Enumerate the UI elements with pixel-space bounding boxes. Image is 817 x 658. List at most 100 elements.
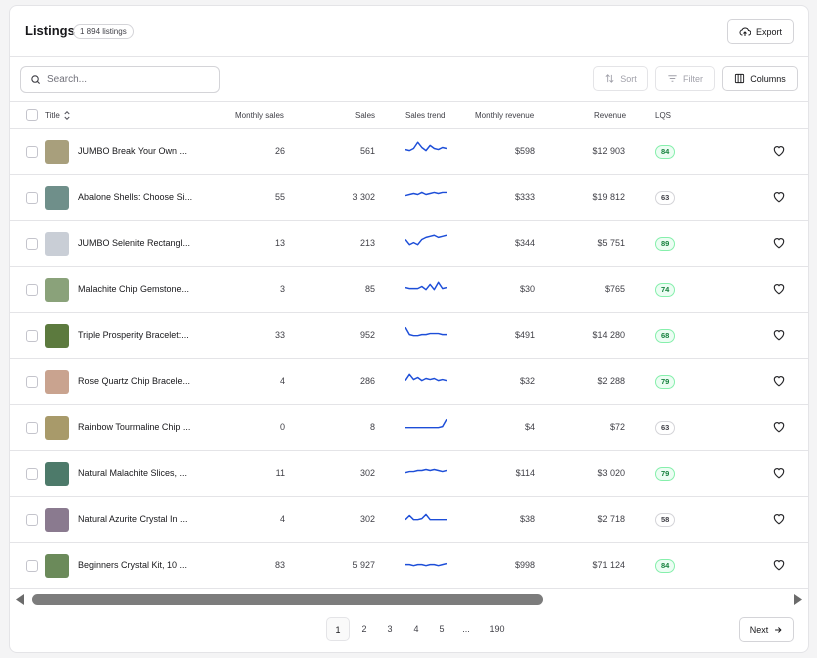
listing-title[interactable]: Natural Azurite Crystal In ... — [78, 514, 188, 524]
row-checkbox[interactable] — [26, 376, 38, 388]
heart-icon[interactable] — [772, 420, 786, 433]
listing-thumbnail[interactable] — [45, 370, 69, 394]
heart-icon[interactable] — [772, 282, 786, 295]
row-checkbox[interactable] — [26, 284, 38, 296]
table-row[interactable]: Abalone Shells: Choose Si... 55 3 302 $333 $… — [10, 175, 808, 221]
table-row[interactable]: Rose Quartz Chip Bracele... 4 286 $32 $2 288… — [10, 359, 808, 405]
listing-title[interactable]: Natural Malachite Slices, ... — [78, 468, 188, 478]
heart-icon[interactable] — [772, 190, 786, 203]
listing-title[interactable]: Malachite Chip Gemstone... — [78, 284, 190, 294]
table-header: Title Monthly sales Sales Sales trend Mo… — [10, 101, 808, 129]
heart-icon[interactable] — [772, 558, 786, 571]
listing-thumbnail[interactable] — [45, 278, 69, 302]
sales-trend-sparkline — [405, 513, 447, 521]
listing-title[interactable]: Rose Quartz Chip Bracele... — [78, 376, 191, 386]
monthly-revenue-value: $333 — [514, 192, 535, 202]
listing-title[interactable]: Beginners Crystal Kit, 10 ... — [78, 560, 188, 570]
revenue-value: $19 812 — [592, 192, 625, 202]
listing-thumbnail[interactable] — [45, 186, 69, 210]
search-box[interactable] — [20, 66, 220, 93]
table-row[interactable]: Beginners Crystal Kit, 10 ... 83 5 927 $998… — [10, 543, 808, 589]
arrow-right-icon — [775, 626, 782, 633]
listing-thumbnail[interactable] — [45, 462, 69, 486]
revenue-value: $2 288 — [597, 376, 625, 386]
column-monthly-sales[interactable]: Monthly sales — [235, 111, 284, 120]
page-190-button[interactable]: 190 — [489, 624, 505, 634]
table-row[interactable]: JUMBO Selenite Rectangl... 13 213 $344 $5 75… — [10, 221, 808, 267]
sales-value: 213 — [359, 238, 375, 248]
sales-value: 286 — [359, 376, 375, 386]
select-all-checkbox[interactable] — [26, 109, 38, 121]
horizontal-scrollbar[interactable] — [10, 591, 808, 607]
column-monthly-revenue[interactable]: Monthly revenue — [475, 111, 535, 120]
sales-trend-sparkline — [405, 418, 447, 429]
page-3-button[interactable]: 3 — [387, 624, 393, 634]
listing-title[interactable]: JUMBO Break Your Own ... — [78, 146, 188, 156]
heart-icon[interactable] — [772, 512, 786, 525]
sales-value: 302 — [359, 468, 375, 478]
row-checkbox[interactable] — [26, 514, 38, 526]
export-label: Export — [755, 26, 782, 37]
heart-icon[interactable] — [772, 466, 786, 479]
lqs-badge: 68 — [655, 329, 676, 343]
column-lqs[interactable]: LQS — [655, 111, 672, 120]
page-2-button[interactable]: 2 — [361, 624, 367, 634]
row-checkbox[interactable] — [26, 422, 38, 434]
column-title[interactable]: Title — [45, 111, 71, 120]
sales-value: 85 — [364, 284, 375, 294]
row-checkbox[interactable] — [26, 330, 38, 342]
export-button[interactable]: Export — [727, 19, 794, 44]
listing-thumbnail[interactable] — [45, 324, 69, 348]
scroll-left-icon[interactable] — [16, 594, 25, 605]
column-sales[interactable]: Sales — [355, 111, 376, 120]
monthly-sales-value: 4 — [279, 376, 285, 386]
table-row[interactable]: JUMBO Break Your Own ... 26 561 $598 $12 903… — [10, 129, 808, 175]
heart-icon[interactable] — [772, 236, 786, 249]
lqs-badge: 79 — [655, 467, 676, 481]
filter-button[interactable]: Filter — [655, 66, 715, 91]
sales-value: 8 — [369, 422, 375, 432]
table-row[interactable]: Natural Malachite Slices, ... 11 302 $114 $3… — [10, 451, 808, 497]
table-row[interactable]: Natural Azurite Crystal In ... 4 302 $38 $2 … — [10, 497, 808, 543]
listing-thumbnail[interactable] — [45, 416, 69, 440]
row-checkbox[interactable] — [26, 238, 38, 250]
lqs-badge: 79 — [655, 375, 676, 389]
table-row[interactable]: Rainbow Tourmaline Chip ... 0 8 $4 $72 63 — [10, 405, 808, 451]
sales-value: 302 — [359, 514, 375, 524]
columns-label: Columns — [750, 73, 786, 84]
column-revenue[interactable]: Revenue — [594, 111, 627, 120]
listing-thumbnail[interactable] — [45, 140, 69, 164]
scrollbar-thumb[interactable] — [32, 594, 543, 605]
sales-trend-sparkline — [405, 326, 447, 337]
row-checkbox[interactable] — [26, 146, 38, 158]
heart-icon[interactable] — [772, 328, 786, 341]
listing-title[interactable]: JUMBO Selenite Rectangl... — [78, 238, 191, 248]
listing-title[interactable]: Abalone Shells: Choose Si... — [78, 192, 193, 202]
monthly-revenue-value: $30 — [519, 284, 535, 294]
row-checkbox[interactable] — [26, 468, 38, 480]
listing-thumbnail[interactable] — [45, 508, 69, 532]
page-5-button[interactable]: 5 — [439, 624, 445, 634]
page-1-button[interactable]: 1 — [326, 617, 350, 641]
columns-button[interactable]: Columns — [722, 66, 798, 91]
listing-thumbnail[interactable] — [45, 554, 69, 578]
row-checkbox[interactable] — [26, 560, 38, 572]
heart-icon[interactable] — [772, 144, 786, 157]
row-checkbox[interactable] — [26, 192, 38, 204]
sort-button[interactable]: Sort — [593, 66, 648, 91]
revenue-value: $3 020 — [597, 468, 625, 478]
listing-title[interactable]: Rainbow Tourmaline Chip ... — [78, 422, 191, 432]
table-row[interactable]: Malachite Chip Gemstone... 3 85 $30 $765 74 — [10, 267, 808, 313]
listing-title[interactable]: Triple Prosperity Bracelet:... — [78, 330, 189, 340]
page-4-button[interactable]: 4 — [413, 624, 419, 634]
sales-value: 561 — [359, 146, 375, 156]
listing-thumbnail[interactable] — [45, 232, 69, 256]
lqs-badge: 74 — [655, 283, 676, 297]
table-row[interactable]: Triple Prosperity Bracelet:... 33 952 $491 $… — [10, 313, 808, 359]
next-page-button[interactable]: Next — [739, 617, 794, 642]
search-input[interactable] — [47, 74, 207, 85]
heart-icon[interactable] — [772, 374, 786, 387]
scroll-right-icon[interactable] — [793, 594, 802, 605]
columns-icon — [735, 73, 745, 84]
sort-toggle-icon — [64, 111, 70, 120]
